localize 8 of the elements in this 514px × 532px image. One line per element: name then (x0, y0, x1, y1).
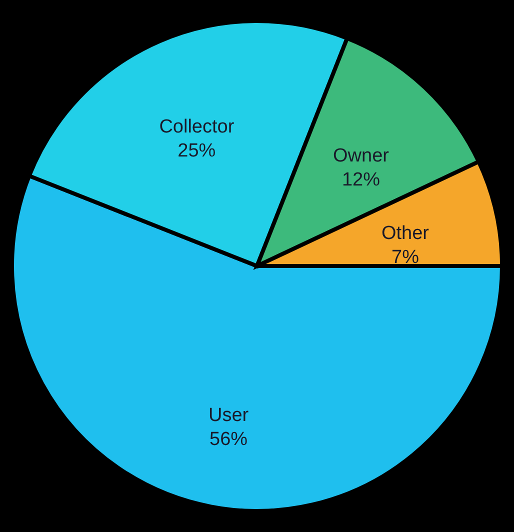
slice-label: Collector (159, 116, 235, 138)
data-label: 56% (210, 429, 248, 450)
slice-label: User (208, 405, 250, 426)
data-label: 7% (392, 246, 420, 268)
data-label: 25% (178, 140, 216, 162)
data-label: 12% (342, 169, 380, 190)
slice-label: Other (381, 222, 430, 244)
slice-label: Owner (333, 145, 390, 166)
